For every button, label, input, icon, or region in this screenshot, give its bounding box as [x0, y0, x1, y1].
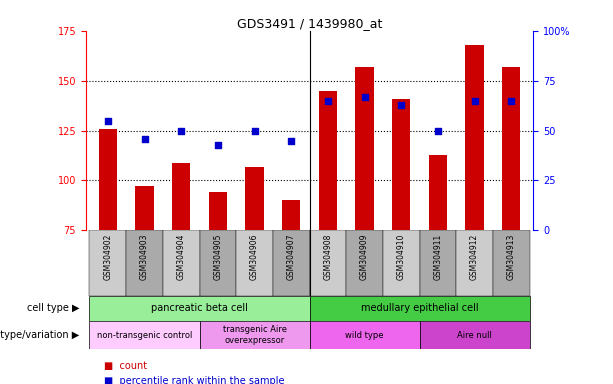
Bar	[282, 200, 300, 230]
Point	[506, 98, 516, 104]
Text: medullary epithelial cell: medullary epithelial cell	[361, 303, 478, 313]
Text: GSM304907: GSM304907	[287, 233, 295, 280]
Bar	[346, 230, 383, 296]
Bar	[493, 230, 530, 296]
Text: GSM304908: GSM304908	[324, 233, 332, 280]
Bar	[310, 296, 530, 321]
Bar	[465, 45, 484, 230]
Text: GSM304910: GSM304910	[397, 233, 406, 280]
Bar	[356, 67, 374, 230]
Text: GSM304905: GSM304905	[213, 233, 223, 280]
Text: pancreatic beta cell: pancreatic beta cell	[151, 303, 248, 313]
Bar	[245, 167, 264, 230]
Point	[213, 141, 223, 147]
Text: Aire null: Aire null	[457, 331, 492, 339]
Bar	[428, 154, 447, 230]
Text: transgenic Aire
overexpressor: transgenic Aire overexpressor	[223, 325, 286, 345]
Point	[286, 137, 296, 144]
Bar	[456, 230, 493, 296]
Bar	[319, 91, 337, 230]
Bar	[135, 187, 154, 230]
Text: ■  percentile rank within the sample: ■ percentile rank within the sample	[104, 376, 284, 384]
Text: genotype/variation ▶: genotype/variation ▶	[0, 330, 80, 340]
Bar	[502, 67, 520, 230]
Text: wild type: wild type	[345, 331, 384, 339]
Text: GSM304906: GSM304906	[250, 233, 259, 280]
Point	[397, 101, 406, 108]
Bar	[172, 162, 191, 230]
Bar	[208, 192, 227, 230]
Text: non-transgenic control: non-transgenic control	[97, 331, 192, 339]
Point	[470, 98, 479, 104]
Point	[323, 98, 333, 104]
Bar	[273, 230, 310, 296]
Bar	[310, 321, 420, 349]
Bar	[199, 321, 310, 349]
Point	[140, 136, 150, 142]
Text: GSM304912: GSM304912	[470, 233, 479, 280]
Bar	[420, 321, 530, 349]
Point	[360, 94, 370, 100]
Bar	[236, 230, 273, 296]
Bar	[383, 230, 420, 296]
Point	[177, 127, 186, 134]
Point	[433, 127, 443, 134]
Point	[103, 118, 113, 124]
Bar	[199, 230, 236, 296]
Text: GSM304911: GSM304911	[433, 233, 443, 280]
Bar	[420, 230, 456, 296]
Bar	[126, 230, 163, 296]
Text: GSM304913: GSM304913	[507, 233, 516, 280]
Point	[249, 127, 259, 134]
Text: GSM304903: GSM304903	[140, 233, 149, 280]
Bar	[163, 230, 199, 296]
Text: GSM304904: GSM304904	[177, 233, 186, 280]
Bar	[89, 230, 126, 296]
Text: GSM304909: GSM304909	[360, 233, 369, 280]
Bar	[310, 230, 346, 296]
Text: GSM304902: GSM304902	[104, 233, 112, 280]
Text: ■  count: ■ count	[104, 361, 147, 371]
Title: GDS3491 / 1439980_at: GDS3491 / 1439980_at	[237, 17, 383, 30]
Bar	[99, 129, 117, 230]
Bar	[89, 296, 310, 321]
Bar	[89, 321, 199, 349]
Text: cell type ▶: cell type ▶	[27, 303, 80, 313]
Bar	[392, 99, 411, 230]
